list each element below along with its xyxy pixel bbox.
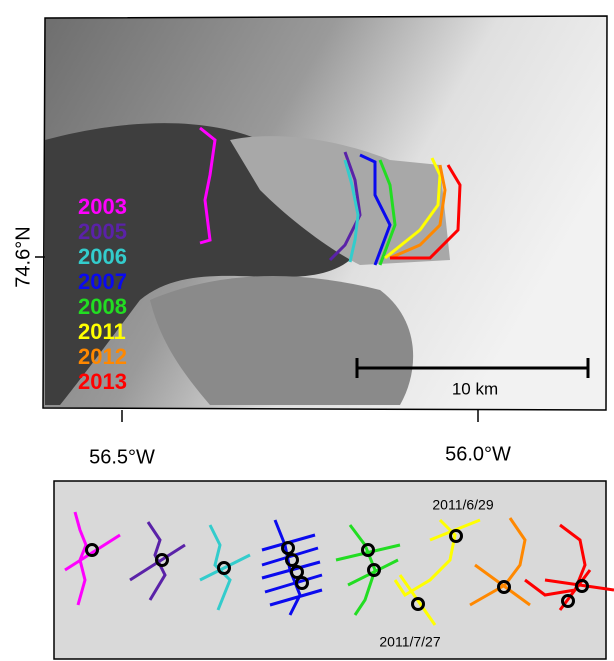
year-label: 2013 xyxy=(78,369,127,394)
year-label: 2007 xyxy=(78,269,127,294)
year-label: 2008 xyxy=(78,294,127,319)
date-label: 2011/7/27 xyxy=(379,634,440,650)
year-label: 2012 xyxy=(78,344,127,369)
map-panel: 10 km xyxy=(43,16,607,410)
year-label: 2011 xyxy=(78,319,126,344)
scale-bar-label: 10 km xyxy=(452,379,498,398)
inset-panel xyxy=(54,481,606,659)
figure: 10 km 74.6°N 56.5°W 56.0°W 2011/6/29 201… xyxy=(0,0,614,661)
latitude-label: 74.6°N xyxy=(12,226,34,287)
year-label: 2005 xyxy=(78,219,127,244)
year-label: 2006 xyxy=(78,244,127,269)
year-label: 2003 xyxy=(78,194,127,219)
date-label: 2011/6/29 xyxy=(432,497,493,513)
longitude-label: 56.0°W xyxy=(445,443,511,465)
longitude-label: 56.5°W xyxy=(89,446,155,468)
